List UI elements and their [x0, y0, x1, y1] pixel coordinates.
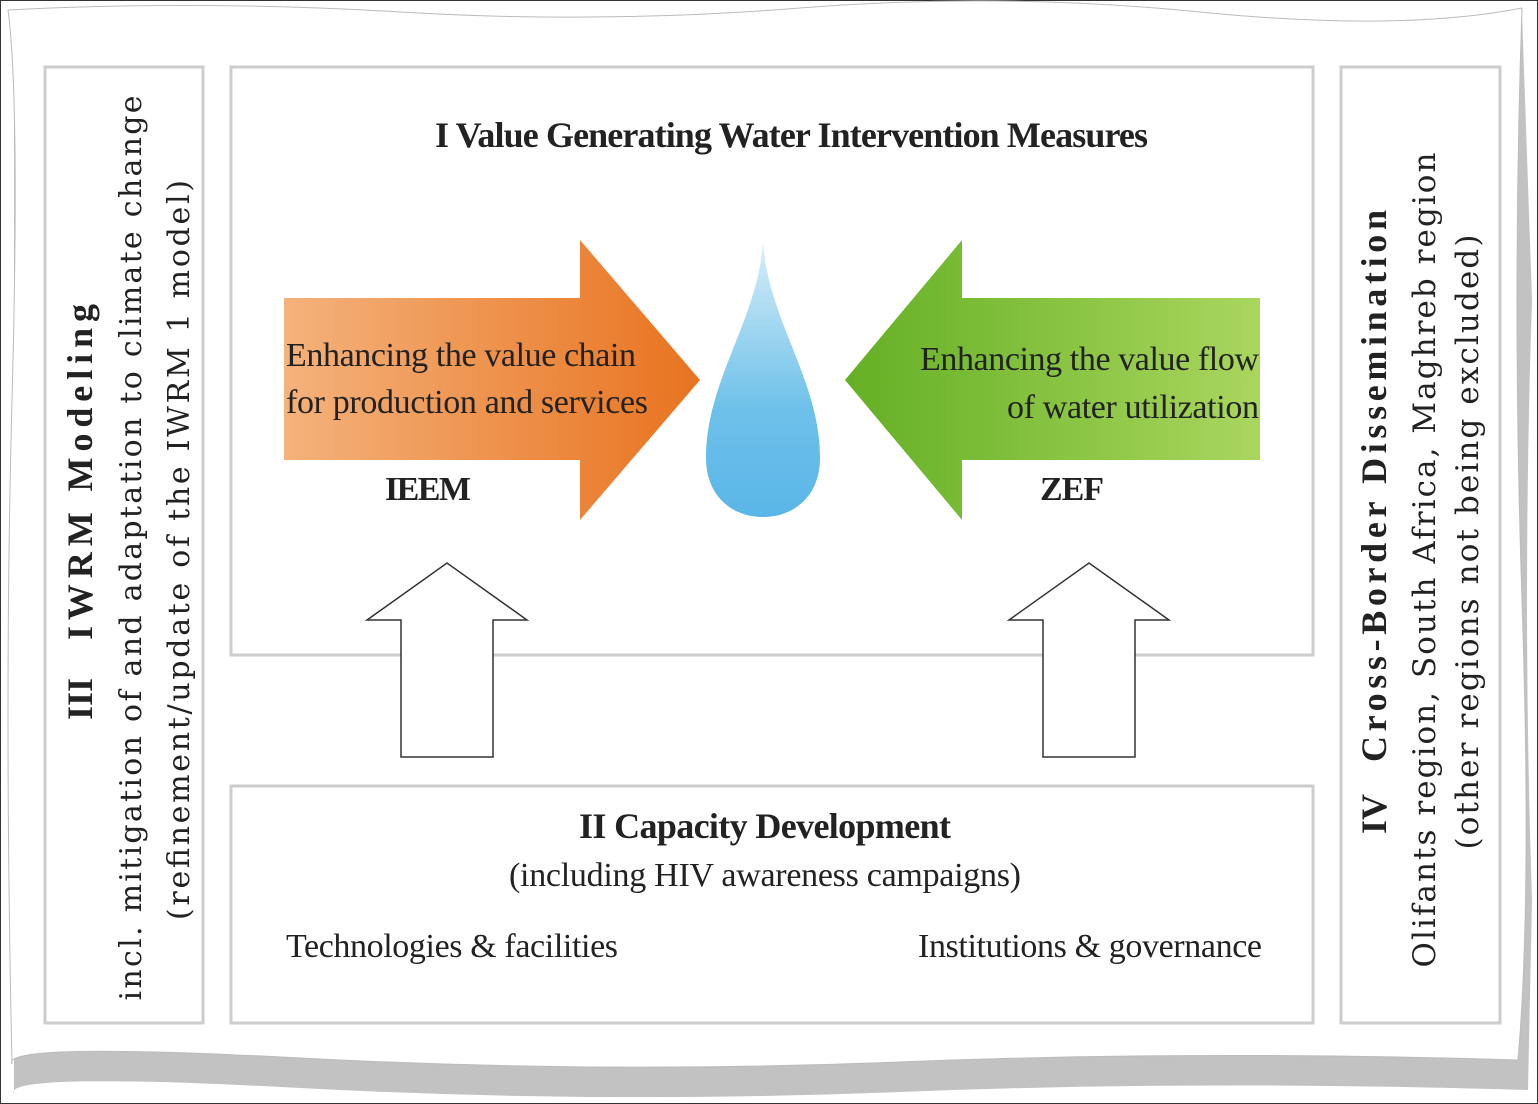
panel-line: (refinement/update of the IWRM 1 model) — [162, 180, 197, 920]
arrow-label: ZEF — [1040, 471, 1104, 508]
panel-line: (other regions not being excluded) — [1450, 235, 1486, 850]
arrow-label: IEEM — [385, 471, 471, 508]
panel-line: incl. mitigation of and adaptation to cl… — [114, 96, 149, 1001]
capacity-item: Technologies & facilities — [286, 928, 618, 965]
numeral: IV — [1354, 794, 1394, 834]
panel-title: II Capacity Development — [579, 806, 951, 846]
arrow-text: Enhancing the value flow — [920, 341, 1259, 378]
water-drop — [706, 242, 820, 517]
panel-dissemination — [1339, 65, 1502, 1025]
panel-capacity — [229, 784, 1315, 1025]
panel-iwrm — [43, 65, 205, 1025]
capacity-item: Institutions & governance — [918, 928, 1262, 965]
up-arrow — [364, 562, 530, 758]
up-arrow — [1006, 562, 1172, 758]
arrow-text: for production and services — [286, 384, 648, 421]
panel-title: I Value Generating Water Intervention Me… — [435, 115, 1148, 155]
numeral: III — [60, 678, 100, 720]
arrow-text: of water utilization — [1007, 389, 1259, 426]
panel-subtitle: (including HIV awareness campaigns) — [509, 857, 1021, 894]
arrow-text: Enhancing the value chain — [286, 337, 636, 374]
right-arrow — [845, 240, 1260, 520]
panel-title: IWRM Modeling — [60, 304, 100, 640]
left-arrow — [284, 240, 700, 520]
panel-line: Olifants region, South Africa, Maghreb r… — [1407, 152, 1443, 967]
